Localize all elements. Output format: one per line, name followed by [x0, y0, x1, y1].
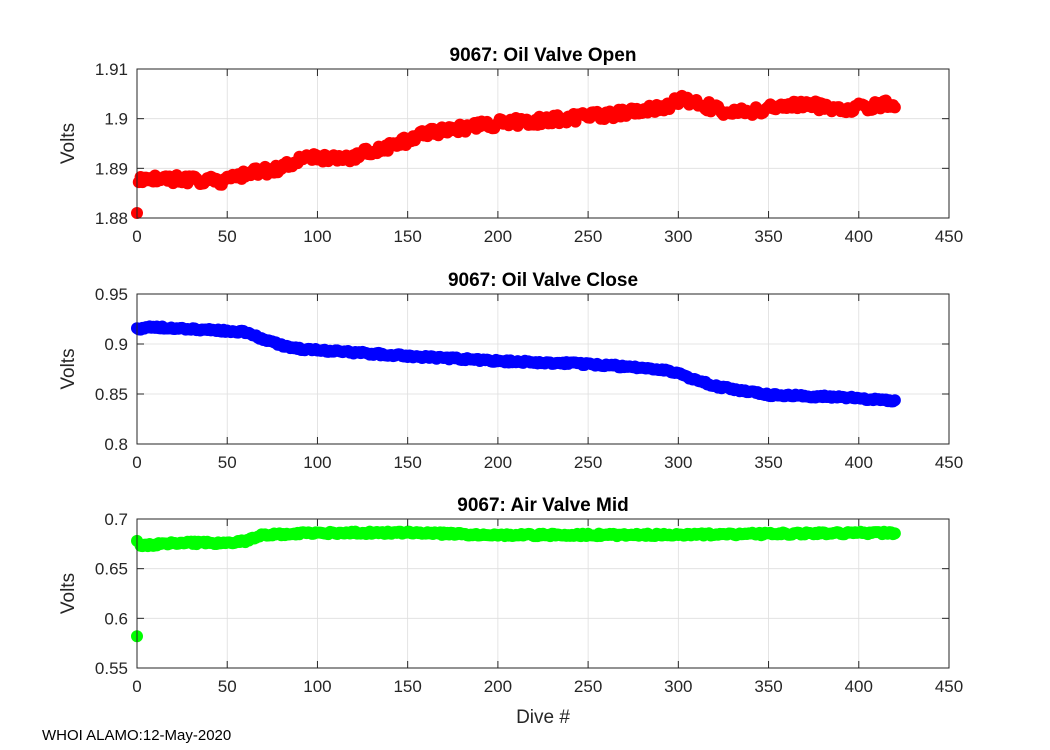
oil-valve-close-ytick-label: 0.85 [95, 385, 128, 404]
oil-valve-open-xtick-label: 450 [935, 227, 963, 246]
air-valve-mid-title: 9067: Air Valve Mid [457, 495, 628, 516]
air-valve-mid-ylabel: Volts [58, 573, 79, 614]
air-valve-mid-point [888, 527, 901, 540]
oil-valve-open-ytick-label: 1.91 [95, 60, 128, 79]
air-valve-mid-xlabel: Dive # [516, 707, 570, 728]
oil-valve-close-xtick-label: 450 [935, 453, 963, 472]
oil-valve-close-ylabel: Volts [58, 348, 79, 389]
oil-valve-close-ytick-label: 0.8 [104, 435, 128, 454]
oil-valve-open-xtick-label: 150 [393, 227, 421, 246]
oil-valve-open-axes-box [136, 68, 950, 219]
oil-valve-open-ytick-label: 1.88 [95, 209, 128, 228]
air-valve-mid-plot-area [137, 519, 949, 668]
oil-valve-close-axes-box [136, 293, 950, 445]
air-valve-mid-ytick-label: 0.7 [104, 510, 128, 529]
air-valve-mid-ytick-label: 0.65 [95, 560, 128, 579]
oil-valve-open-series [131, 89, 901, 220]
oil-valve-open-xtick-label: 50 [218, 227, 237, 246]
oil-valve-open-xtick-label: 300 [664, 227, 692, 246]
oil-valve-close-ytick-label: 0.95 [95, 285, 128, 304]
air-valve-mid-ytick-label: 0.55 [95, 659, 128, 678]
oil-valve-open-ytick-label: 1.9 [104, 110, 128, 129]
oil-valve-close-panel: 0 50 100 150 200 250 300 350 400 450 0.8 0.85 0.9 0.9… [58, 270, 963, 472]
air-valve-mid-xtick-label: 0 [132, 677, 141, 696]
oil-valve-open-title: 9067: Oil Valve Open [450, 45, 637, 66]
oil-valve-open-ytick-label: 1.89 [95, 159, 128, 178]
oil-valve-open-xtick-label: 200 [484, 227, 512, 246]
oil-valve-open-xtick-label: 350 [754, 227, 782, 246]
oil-valve-open-panel: 0 50 100 150 200 250 300 350 400 450 1.88 1.89 1.9 1.… [58, 45, 963, 246]
oil-valve-close-xtick-label: 250 [574, 453, 602, 472]
air-valve-mid-series [131, 525, 901, 643]
air-valve-mid-ytick-label: 0.6 [104, 609, 128, 628]
air-valve-mid-xtick-label: 400 [845, 677, 873, 696]
oil-valve-close-xtick-label: 400 [845, 453, 873, 472]
oil-valve-close-series [131, 320, 901, 408]
oil-valve-open-point [888, 101, 901, 114]
oil-valve-close-xtick-label: 100 [303, 453, 331, 472]
oil-valve-close-xtick-label: 150 [393, 453, 421, 472]
air-valve-mid-axes-box [136, 518, 950, 669]
oil-valve-open-xtick-label: 100 [303, 227, 331, 246]
oil-valve-close-xtick-label: 50 [218, 453, 237, 472]
oil-valve-close-xtick-label: 300 [664, 453, 692, 472]
air-valve-mid-xtick-label: 250 [574, 677, 602, 696]
air-valve-mid-xtick-label: 50 [218, 677, 237, 696]
oil-valve-close-title: 9067: Oil Valve Close [448, 270, 638, 291]
oil-valve-close-xtick-label: 350 [754, 453, 782, 472]
oil-valve-open-plot-area [137, 69, 949, 218]
air-valve-mid-panel: 0 50 100 150 200 250 300 350 400 450 0.55 0.6 0.65 0.… [58, 495, 963, 728]
oil-valve-open-xtick-label: 250 [574, 227, 602, 246]
oil-valve-close-ytick-label: 0.9 [104, 335, 128, 354]
air-valve-mid-xtick-label: 350 [754, 677, 782, 696]
air-valve-mid-xtick-label: 150 [393, 677, 421, 696]
air-valve-mid-xtick-label: 450 [935, 677, 963, 696]
air-valve-mid-xtick-label: 300 [664, 677, 692, 696]
oil-valve-close-xtick-label: 0 [132, 453, 141, 472]
oil-valve-open-ylabel: Volts [58, 123, 79, 164]
oil-valve-open-xtick-label: 0 [132, 227, 141, 246]
oil-valve-open-xtick-label: 400 [845, 227, 873, 246]
air-valve-mid-xtick-label: 100 [303, 677, 331, 696]
air-valve-mid-xtick-label: 200 [484, 677, 512, 696]
footer-note: WHOI ALAMO:12-May-2020 [42, 727, 232, 744]
oil-valve-close-xtick-label: 200 [484, 453, 512, 472]
oil-valve-close-point [888, 394, 901, 407]
